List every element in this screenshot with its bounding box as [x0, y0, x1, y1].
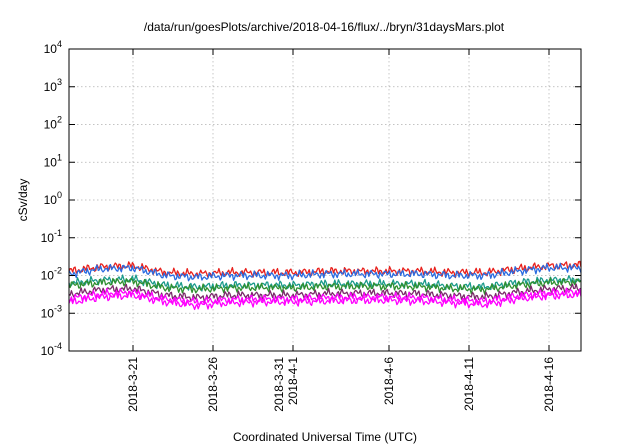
series-line [68, 274, 582, 292]
y-tick-label: 104 [44, 39, 62, 56]
x-tick-label: 2018-3-31 [272, 357, 286, 412]
y-tick-label: 103 [44, 77, 62, 94]
y-tick-label: 100 [44, 190, 62, 207]
y-axis: 10-4 10-3 10-2 10-1 100 101 102 103 104 [41, 39, 581, 358]
chart-title: /data/run/goesPlots/archive/2018-04-16/f… [144, 20, 505, 34]
x-tick-label: 2018-4-6 [382, 357, 396, 405]
grid [69, 48, 581, 352]
y-axis-label: cSv/day [16, 179, 30, 222]
series-line [68, 287, 582, 307]
series-line [68, 262, 582, 282]
x-tick-label: 2018-4-1 [286, 357, 300, 405]
series-line [68, 277, 582, 295]
y-tick-label: 10-2 [41, 266, 62, 283]
y-tick-label: 10-4 [41, 341, 62, 358]
x-tick-label: 2018-3-21 [126, 357, 140, 412]
x-axis-label: Coordinated Universal Time (UTC) [233, 430, 417, 444]
series-line [68, 290, 582, 311]
series-group [68, 260, 582, 311]
y-tick-label: 101 [44, 152, 62, 169]
y-tick-label: 10-3 [41, 303, 62, 320]
x-axis: 2018-3-21 2018-3-26 2018-3-31 2018-4-1 2018-… [126, 49, 556, 412]
x-tick-label: 2018-3-26 [206, 357, 220, 412]
x-tick-label: 2018-4-16 [542, 357, 556, 412]
series-line [68, 283, 582, 302]
y-tick-label: 102 [44, 115, 62, 132]
y-tick-label: 10-1 [41, 228, 62, 245]
x-tick-label: 2018-4-11 [462, 357, 476, 411]
